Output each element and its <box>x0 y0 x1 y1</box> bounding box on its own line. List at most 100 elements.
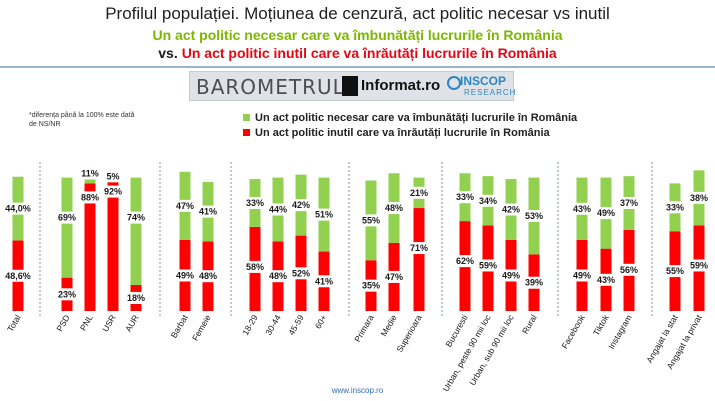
legend-item-inutil: Un act politic inutil care va înrăutăți … <box>243 125 577 140</box>
label-inutil-0-bg <box>3 269 33 282</box>
category-label-18: Facebook <box>559 312 587 350</box>
label-necesar-2-bg <box>80 167 100 180</box>
legend-label-inutil: Un act politic inutil care va înrăutăți … <box>255 126 550 139</box>
label-necesar-22: 38% <box>690 193 708 203</box>
label-inutil-2: 88% <box>81 192 99 202</box>
label-inutil-21: 55% <box>666 266 684 276</box>
label-necesar-15: 34% <box>479 196 497 206</box>
label-necesar-12-bg <box>384 202 404 215</box>
label-necesar-8-bg <box>268 203 288 216</box>
category-label-4: AUR <box>123 313 141 334</box>
label-necesar-9-bg <box>291 199 311 212</box>
label-inutil-22: 59% <box>690 260 708 270</box>
label-inutil-9-bg <box>291 267 311 280</box>
label-necesar-10: 51% <box>315 210 333 220</box>
label-necesar-13-bg <box>409 186 429 199</box>
label-necesar-13: 21% <box>410 188 428 198</box>
label-inutil-7-bg <box>245 260 265 273</box>
label-necesar-1: 69% <box>58 213 76 223</box>
label-necesar-4: 74% <box>127 213 145 223</box>
label-inutil-20-bg <box>619 263 639 276</box>
label-inutil-6-bg <box>198 270 218 283</box>
label-necesar-15-bg <box>478 194 498 207</box>
footer-url[interactable]: www.inscop.ro <box>331 386 384 395</box>
label-inutil-13: 71% <box>410 243 428 253</box>
category-label-9: 45-59 <box>286 313 306 337</box>
label-inutil-11: 35% <box>362 281 380 291</box>
label-inutil-16: 49% <box>502 270 520 280</box>
label-inutil-3: 92% <box>104 187 122 197</box>
label-necesar-7-bg <box>245 196 265 209</box>
category-label-11: Primara <box>352 313 376 344</box>
label-inutil-18-bg <box>572 269 592 282</box>
bar-inutil-13 <box>413 208 425 311</box>
label-inutil-15-bg <box>478 259 498 272</box>
label-necesar-21-bg <box>665 201 685 214</box>
label-necesar-7: 33% <box>246 198 264 208</box>
category-label-19: Tiktok <box>591 312 611 337</box>
subtitle-inutil-line: vs. Un act politic inutil care va înrăută… <box>0 45 715 61</box>
label-necesar-16: 42% <box>502 205 520 215</box>
label-inutil-19-bg <box>596 273 616 286</box>
label-necesar-0: 44,0% <box>5 204 31 214</box>
label-inutil-21-bg <box>665 265 685 278</box>
label-inutil-15: 59% <box>479 260 497 270</box>
label-necesar-6: 41% <box>199 207 217 217</box>
bar-necesar-4 <box>130 177 142 285</box>
label-necesar-21: 33% <box>666 202 684 212</box>
category-label-7: 18-29 <box>240 313 260 337</box>
legend-item-necesar: Un act politic necesar care va îmbunătăț… <box>243 110 577 125</box>
legend-label-necesar: Un act politic necesar care va îmbunătăț… <box>255 111 578 124</box>
label-inutil-4: 18% <box>127 293 145 303</box>
chart-legend: Un act politic necesar care va îmbunătăț… <box>243 110 577 140</box>
category-label-12: Medie <box>378 313 398 338</box>
label-inutil-8: 48% <box>269 271 287 281</box>
label-necesar-2: 11% <box>81 168 99 178</box>
brand-banner: BAROMETRUL Informat.ro INSCOP RESEARCH <box>189 71 515 101</box>
label-inutil-4-bg <box>126 291 146 304</box>
category-label-17: Rural <box>520 313 539 336</box>
label-necesar-14: 33% <box>456 192 474 202</box>
informat-logo-icon <box>342 76 358 96</box>
category-label-5: Barbat <box>169 312 191 339</box>
subtitle-vs: vs. <box>158 45 178 61</box>
label-necesar-12: 48% <box>385 203 403 213</box>
label-inutil-10-bg <box>314 275 334 288</box>
label-inutil-1: 23% <box>58 289 76 299</box>
label-inutil-3-bg <box>103 185 123 198</box>
bar-necesar-1 <box>61 177 73 278</box>
label-inutil-22-bg <box>689 259 709 272</box>
category-label-2: PNL <box>78 313 95 333</box>
label-necesar-10-bg <box>314 208 334 221</box>
header-divider <box>0 66 715 68</box>
label-necesar-18: 43% <box>573 204 591 214</box>
label-inutil-16-bg <box>501 269 521 282</box>
label-inutil-20: 56% <box>620 265 638 275</box>
category-label-6: Femeie <box>190 313 213 343</box>
label-inutil-8-bg <box>268 270 288 283</box>
category-label-0: Total <box>5 313 23 334</box>
informat-logo: Informat.ro <box>361 77 441 94</box>
label-necesar-18-bg <box>572 202 592 215</box>
label-inutil-9: 52% <box>292 268 310 278</box>
label-necesar-19-bg <box>596 207 616 220</box>
label-inutil-6: 48% <box>199 271 217 281</box>
label-necesar-20: 37% <box>620 198 638 208</box>
label-necesar-5: 47% <box>176 201 194 211</box>
label-inutil-18: 49% <box>573 270 591 280</box>
label-inutil-14: 62% <box>456 256 474 266</box>
label-necesar-11: 55% <box>362 215 380 225</box>
bar-inutil-2 <box>84 183 96 311</box>
barometrul-logo: BAROMETRUL <box>196 75 345 99</box>
subtitle-necesar: Un act politic necesar care va îmbunătăț… <box>152 27 563 43</box>
label-necesar-11-bg <box>361 214 381 227</box>
label-inutil-13-bg <box>409 242 429 255</box>
category-label-1: PSD <box>54 313 71 333</box>
label-necesar-6-bg <box>198 205 218 218</box>
label-inutil-7: 58% <box>246 262 264 272</box>
category-label-3: USR <box>100 313 118 334</box>
subtitle-inutil: Un act politic inutil care va înrăutăți … <box>181 45 557 61</box>
legend-swatch-green <box>243 114 250 121</box>
label-necesar-0-bg <box>3 202 33 215</box>
